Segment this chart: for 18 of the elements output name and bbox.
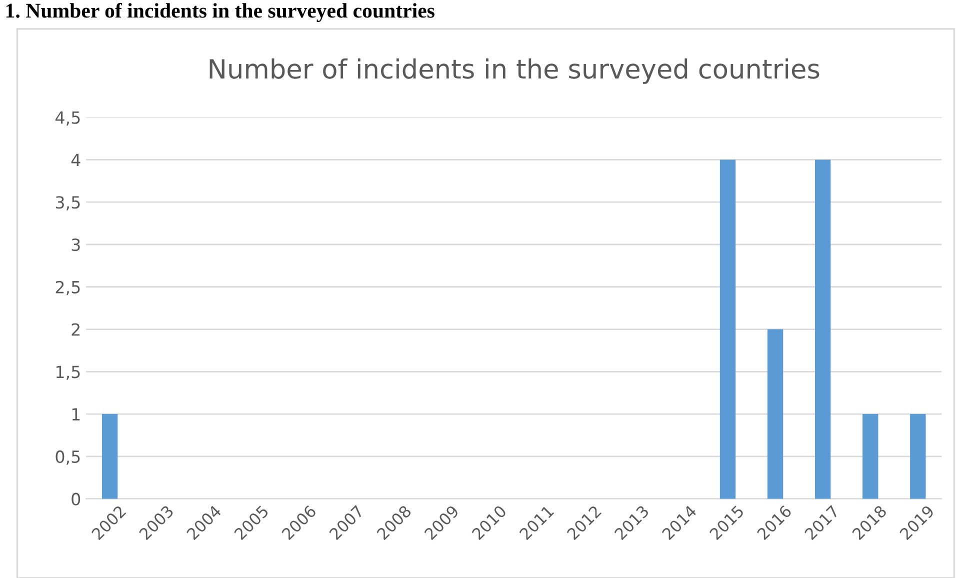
chart-title: Number of incidents in the surveyed countries [210,58,820,84]
bar [767,329,784,499]
y-tick-label: 2,5 [56,280,80,296]
bar [102,414,118,499]
bar [814,160,831,499]
text: 1. Number of incidents in the surveyed countries [6,2,434,22]
y-tick-label: 4,5 [55,112,80,126]
y-tick-label: 0,5 [56,450,80,465]
y-tick-label: 1 [72,408,80,420]
bar [720,160,736,499]
y-tick-label: 1,5 [56,366,80,380]
y-tick-label: 2 [72,323,80,336]
bar [862,414,878,499]
y-tick-label: 4 [71,154,80,166]
y-tick-label: 3 [72,238,80,252]
y-tick-label: 0 [72,492,80,506]
y-tick-label: 3,5 [56,196,80,210]
bar [910,414,926,499]
